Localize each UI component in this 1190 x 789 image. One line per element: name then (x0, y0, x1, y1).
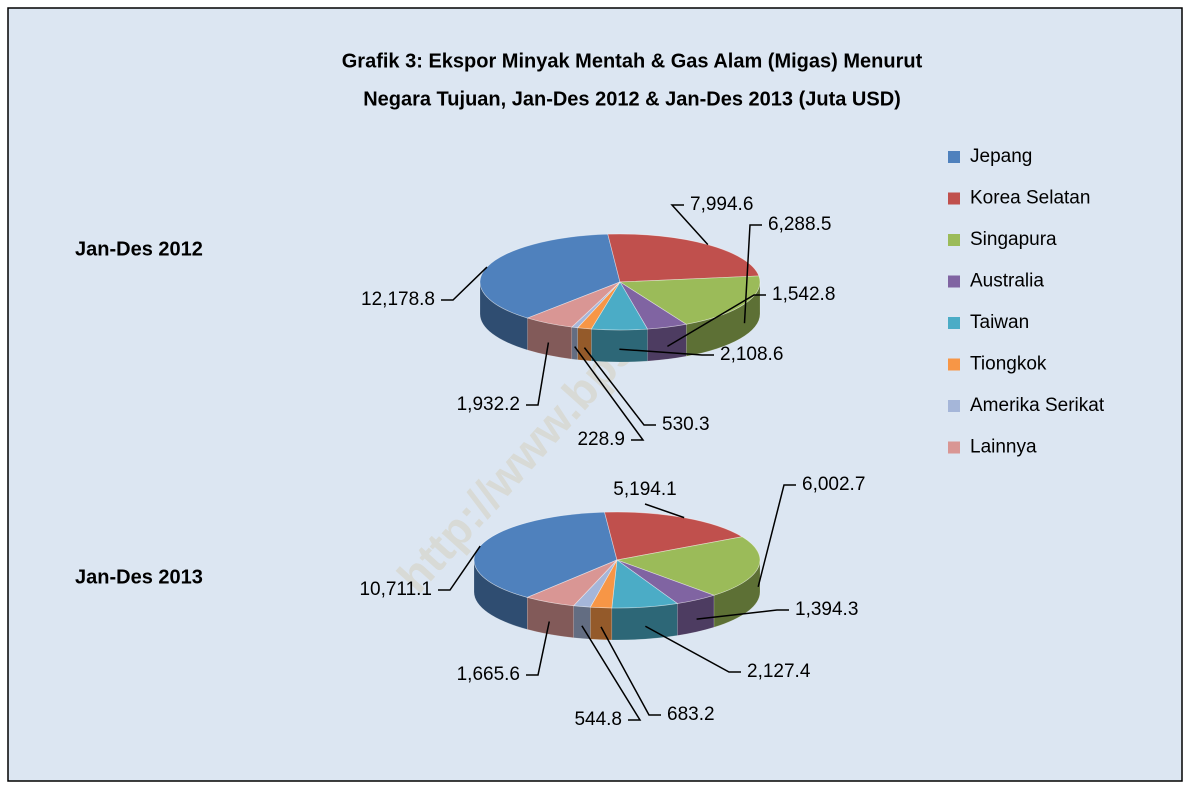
leader-line (696, 609, 789, 620)
data-label: 228.9 (577, 429, 625, 450)
leader-line (644, 503, 685, 519)
data-label: 683.2 (667, 704, 715, 725)
data-label: 2,127.4 (747, 661, 811, 682)
data-label: 544.8 (574, 709, 622, 730)
slice (473, 511, 618, 598)
leader-line (645, 625, 741, 673)
slice (479, 233, 621, 319)
leader-line (619, 348, 714, 356)
leader-line (574, 346, 645, 441)
leader-line (581, 625, 642, 721)
legend-swatch (948, 400, 960, 412)
legend-swatch (948, 151, 960, 163)
legend-swatch (948, 275, 960, 288)
leader-line (743, 224, 762, 324)
leader-line (757, 484, 796, 588)
data-label: 5,194.1 (613, 479, 676, 500)
legend-label: Singapura (970, 229, 1057, 250)
legend-label: Amerika Serikat (970, 395, 1105, 416)
legend-label: Taiwan (970, 312, 1029, 333)
legend-swatch (948, 234, 960, 246)
leader-line (583, 347, 656, 426)
chart-title: Grafik 3: Ekspor Minyak Mentah & Gas Ala… (342, 50, 923, 72)
legend-label: Korea Selatan (970, 188, 1090, 209)
pie-title: Jan-Des 2012 (75, 238, 203, 260)
leader-line (667, 294, 766, 348)
legend-label: Tiongkok (970, 354, 1047, 375)
slice-side (571, 326, 578, 361)
data-label: 1,542.8 (772, 284, 835, 305)
data-label: 12,178.8 (361, 289, 435, 310)
data-label: 530.3 (662, 414, 710, 435)
slice-side (591, 328, 648, 363)
slice (526, 559, 618, 607)
leader-line (526, 621, 551, 676)
leader-line (670, 204, 709, 246)
slice (526, 281, 621, 328)
data-label: 7,994.6 (690, 194, 753, 215)
legend-label: Jepang (970, 146, 1032, 167)
legend-label: Lainnya (970, 437, 1037, 458)
leader-line (526, 342, 550, 406)
slice-side (577, 327, 592, 362)
slice-side (590, 606, 613, 641)
data-label: 6,002.7 (802, 474, 865, 495)
leader-line (438, 545, 481, 591)
slice-side (611, 603, 678, 641)
data-label: 10,711.1 (359, 579, 432, 600)
data-label: 1,394.3 (795, 599, 858, 620)
slice (615, 536, 761, 596)
data-label: 2,108.6 (720, 344, 783, 365)
legend-swatch (948, 358, 960, 371)
legend-swatch (948, 192, 960, 205)
chart-title: Negara Tujuan, Jan-Des 2012 & Jan-Des 20… (363, 88, 901, 110)
data-label: 6,288.5 (768, 214, 831, 235)
legend-label: Australia (970, 271, 1044, 292)
legend-swatch (948, 441, 960, 454)
data-label: 1,932.2 (457, 394, 520, 415)
pie-title: Jan-Des 2013 (75, 566, 203, 588)
frame (7, 7, 1183, 782)
slice-side (647, 323, 687, 362)
leader-line (600, 626, 661, 716)
leader-line (441, 266, 488, 301)
legend-swatch (948, 317, 960, 329)
data-label: 1,665.6 (457, 664, 520, 685)
